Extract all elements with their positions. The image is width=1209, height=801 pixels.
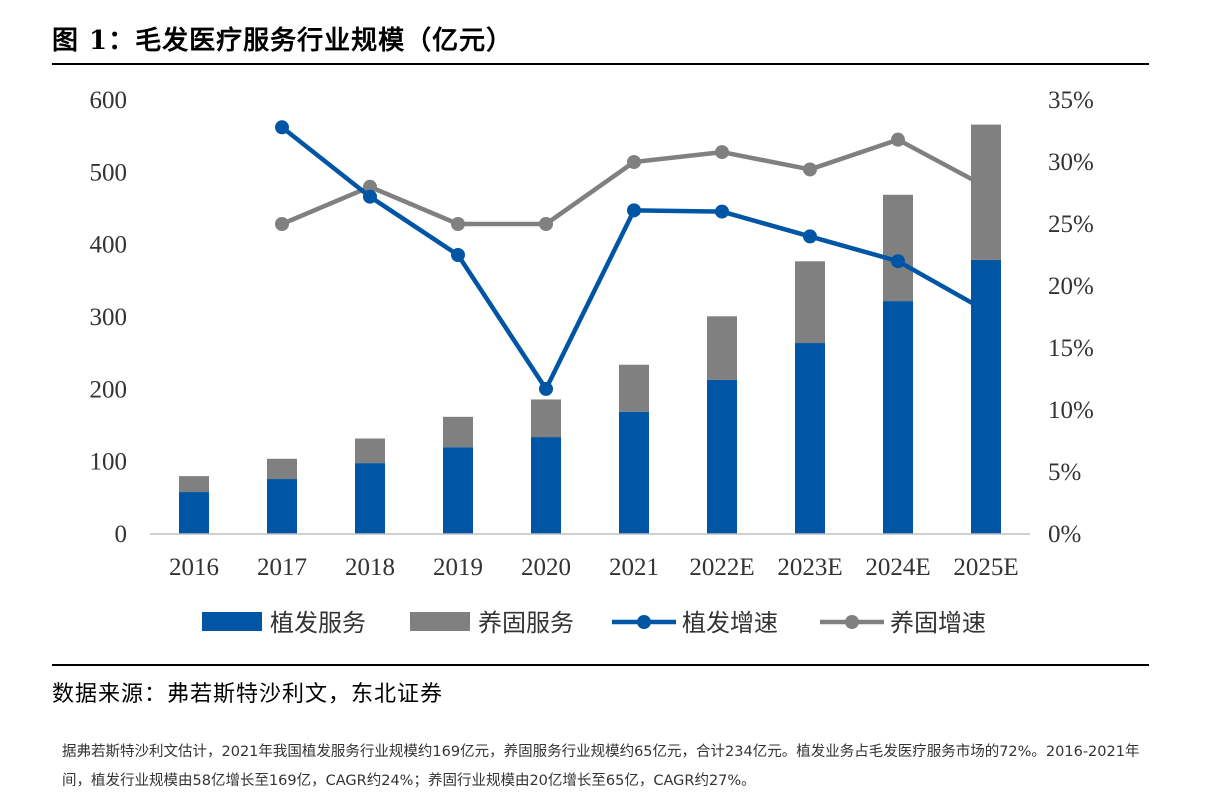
x-tick-label: 2023E <box>777 554 842 581</box>
bar-maintenance <box>355 438 385 464</box>
y-left-tick-label: 200 <box>90 376 128 403</box>
y-right-tick-label: 20% <box>1048 273 1094 300</box>
source-divider <box>52 664 1149 666</box>
growth-lines-group <box>275 120 988 396</box>
legend-marker-hair-transplant-growth <box>637 615 651 629</box>
point-maintenance-growth <box>715 145 729 160</box>
point-hair-transplant-growth <box>715 204 729 219</box>
y-right-tick-label: 10% <box>1048 397 1094 424</box>
x-tick-label: 2016 <box>169 554 219 581</box>
y-right-tick-label: 0% <box>1048 521 1081 548</box>
legend-label-maintenance-growth: 养固增速 <box>890 609 986 637</box>
bar-hair-transplant <box>267 479 297 534</box>
legend-swatch-hair-transplant <box>202 612 262 631</box>
y-right-tick-label: 25% <box>1048 211 1094 238</box>
bar-hair-transplant <box>883 301 913 534</box>
point-hair-transplant-growth <box>627 203 641 218</box>
axis-ticks-group: 0 100 200 300 400 500 600 0% 5% 10% 15% 20% 25% 30% 35… <box>90 87 1094 581</box>
bar-hair-transplant <box>795 343 825 534</box>
y-right-tick-label: 15% <box>1048 335 1094 362</box>
x-tick-label: 2022E <box>689 554 754 581</box>
bar-maintenance <box>883 194 913 302</box>
legend-label-hair-transplant: 植发服务 <box>270 609 366 637</box>
x-tick-label: 2024E <box>865 554 930 581</box>
chart-title: 图 1：毛发医疗服务行业规模（亿元） <box>52 26 514 56</box>
bar-maintenance <box>531 399 561 438</box>
x-tick-label: 2025E <box>953 554 1018 581</box>
x-tick-label: 2021 <box>609 554 659 581</box>
point-hair-transplant-growth <box>539 381 553 396</box>
point-maintenance-growth <box>275 217 289 231</box>
point-maintenance-growth <box>363 179 377 194</box>
x-tick-label: 2017 <box>257 554 307 581</box>
bar-hair-transplant <box>179 492 209 534</box>
x-tick-label: 2018 <box>345 554 395 581</box>
caption-text: 据弗若斯特沙利文估计，2021年我国植发服务行业规模约169亿元，养固服务行业规… <box>62 744 1140 789</box>
point-hair-transplant-growth <box>891 254 905 269</box>
bar-hair-transplant <box>531 437 561 534</box>
y-left-tick-label: 300 <box>90 304 128 331</box>
bars-group <box>179 124 1001 534</box>
title-divider <box>52 63 1149 65</box>
point-maintenance-growth <box>627 155 641 169</box>
legend-marker-maintenance-growth <box>845 615 859 629</box>
point-maintenance-growth <box>539 217 553 231</box>
y-left-tick-label: 0 <box>115 521 128 548</box>
legend-label-maintenance: 养固服务 <box>478 609 574 637</box>
bar-hair-transplant <box>707 379 737 534</box>
bar-hair-transplant <box>443 447 473 534</box>
point-maintenance-growth <box>803 162 817 177</box>
bar-maintenance <box>443 416 473 448</box>
bar-maintenance <box>795 261 825 344</box>
x-tick-label: 2020 <box>521 554 571 581</box>
bar-maintenance <box>971 124 1001 260</box>
data-source: 数据来源：弗若斯特沙利文，东北证券 <box>52 682 444 707</box>
legend-label-hair-transplant-growth: 植发增速 <box>682 609 778 637</box>
bar-maintenance <box>179 476 209 493</box>
y-left-tick-label: 100 <box>90 449 128 476</box>
x-tick-label: 2019 <box>433 554 483 581</box>
y-left-tick-label: 400 <box>90 232 128 259</box>
bar-maintenance <box>267 458 297 480</box>
point-hair-transplant-growth <box>451 248 465 262</box>
bar-hair-transplant <box>619 411 649 534</box>
point-hair-transplant-growth <box>363 189 377 204</box>
bar-hair-transplant <box>971 259 1001 534</box>
point-maintenance-growth <box>891 132 905 147</box>
point-maintenance-growth <box>451 217 465 231</box>
y-right-tick-label: 5% <box>1048 459 1081 486</box>
y-right-tick-label: 35% <box>1048 87 1094 114</box>
bar-maintenance <box>707 316 737 380</box>
bar-hair-transplant <box>355 463 385 534</box>
y-left-tick-label: 500 <box>90 159 128 186</box>
bar-maintenance <box>619 364 649 412</box>
point-hair-transplant-growth <box>275 120 289 135</box>
legend-swatch-maintenance <box>410 612 470 631</box>
y-right-tick-label: 30% <box>1048 149 1094 176</box>
chart-legend: 植发服务 养固服务 植发增速 养固增速 <box>202 609 986 637</box>
point-hair-transplant-growth <box>803 229 817 244</box>
market-size-chart: 0 100 200 300 400 500 600 0% 5% 10% 15% 20% 25% 30% 35… <box>90 87 1094 637</box>
y-left-tick-label: 600 <box>90 87 128 114</box>
